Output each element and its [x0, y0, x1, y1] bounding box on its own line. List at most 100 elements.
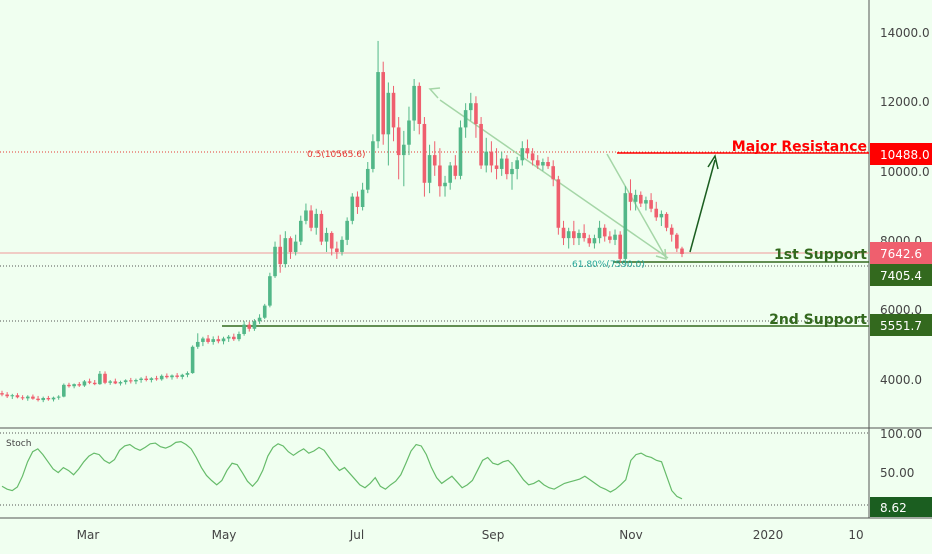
candle-body [463, 110, 468, 128]
candle [453, 155, 458, 180]
candle [510, 162, 514, 190]
candle [41, 396, 46, 403]
candle [118, 380, 123, 386]
candle-body [304, 210, 308, 221]
candle-body [175, 375, 179, 377]
candle [618, 231, 622, 263]
candle-body [592, 238, 597, 244]
candle-body [566, 231, 571, 239]
candle [175, 373, 179, 379]
second-support-price-tag: 5551.7 [870, 314, 932, 336]
candle-body [443, 182, 447, 187]
candle-body [134, 380, 138, 382]
candle [62, 383, 66, 398]
candle-body [20, 397, 25, 399]
candle [232, 333, 236, 341]
x-tick-label: Mar [77, 528, 100, 542]
projection-arrow-line[interactable] [689, 159, 716, 253]
candle-body [515, 160, 519, 169]
candle [680, 246, 684, 258]
candle [479, 117, 483, 169]
candle [391, 85, 396, 142]
fib-618-annotation: 61.80%(7590.0) [572, 260, 645, 270]
candle [335, 241, 339, 259]
fib-down-line [606, 153, 667, 259]
candle [381, 61, 386, 145]
candle [36, 395, 40, 402]
candle-body [185, 373, 190, 375]
candle-body [283, 238, 288, 265]
candle [484, 137, 489, 173]
candle-body [278, 246, 282, 265]
candle-body [257, 317, 262, 322]
candle [144, 375, 149, 382]
candle [572, 220, 576, 246]
stoch-value-tag-text: 8.62 [880, 501, 907, 515]
candle [288, 236, 293, 259]
stoch-value-tag-bg [870, 497, 932, 517]
candle-body [298, 220, 303, 242]
candle-body [572, 231, 576, 239]
candle [314, 208, 319, 235]
candle-body [376, 72, 380, 142]
candle-body [499, 158, 504, 169]
candle-body [262, 305, 267, 318]
candle-body [15, 395, 20, 398]
candle [350, 193, 355, 225]
candle [31, 394, 35, 400]
candle [319, 210, 324, 246]
candle-body [391, 92, 396, 128]
candle [499, 151, 504, 176]
candle [489, 141, 494, 173]
candle [623, 186, 628, 263]
candle-body [144, 378, 149, 380]
candle-body [5, 394, 9, 397]
candle-body [396, 127, 401, 156]
candle-body [226, 336, 231, 339]
candle-body [551, 166, 556, 180]
candle-body [386, 92, 391, 135]
candle-body [587, 238, 592, 244]
candle-body [479, 123, 483, 166]
candle [659, 210, 664, 227]
candle [257, 314, 262, 324]
candle-body [427, 155, 432, 183]
candle [185, 371, 190, 378]
candle-body [67, 384, 71, 387]
candle [448, 162, 452, 190]
candle [211, 336, 216, 345]
candle [644, 196, 648, 211]
resistance-price-tag-bg [870, 143, 932, 165]
second-support-price-tag-text: 5551.7 [880, 319, 922, 333]
candle-body [365, 168, 370, 190]
candle [98, 371, 102, 385]
candle [582, 224, 586, 242]
first-support-price-tag-bg [870, 264, 932, 286]
candle-body [453, 165, 458, 176]
candle [128, 377, 133, 384]
candle [515, 156, 519, 180]
candle [5, 392, 9, 398]
candle [293, 234, 298, 256]
candle [561, 220, 566, 246]
candle-body [664, 213, 669, 228]
candle-body [340, 239, 344, 252]
candle-body [448, 165, 452, 183]
candle-body [644, 200, 648, 204]
candle [324, 227, 329, 252]
candle [556, 175, 561, 235]
candle [608, 231, 612, 244]
projection-arrow-head [707, 154, 719, 170]
candle-body [165, 375, 169, 378]
candle-body [675, 234, 679, 249]
candle-body [659, 213, 664, 218]
candle [113, 378, 118, 385]
candle-body [417, 85, 422, 124]
candle-body [561, 227, 566, 239]
candle-body [350, 196, 355, 221]
candle-body [402, 144, 406, 156]
candle-body [505, 158, 509, 175]
candle-body [335, 248, 339, 252]
y-tick-label: 14000.0 [880, 26, 930, 40]
